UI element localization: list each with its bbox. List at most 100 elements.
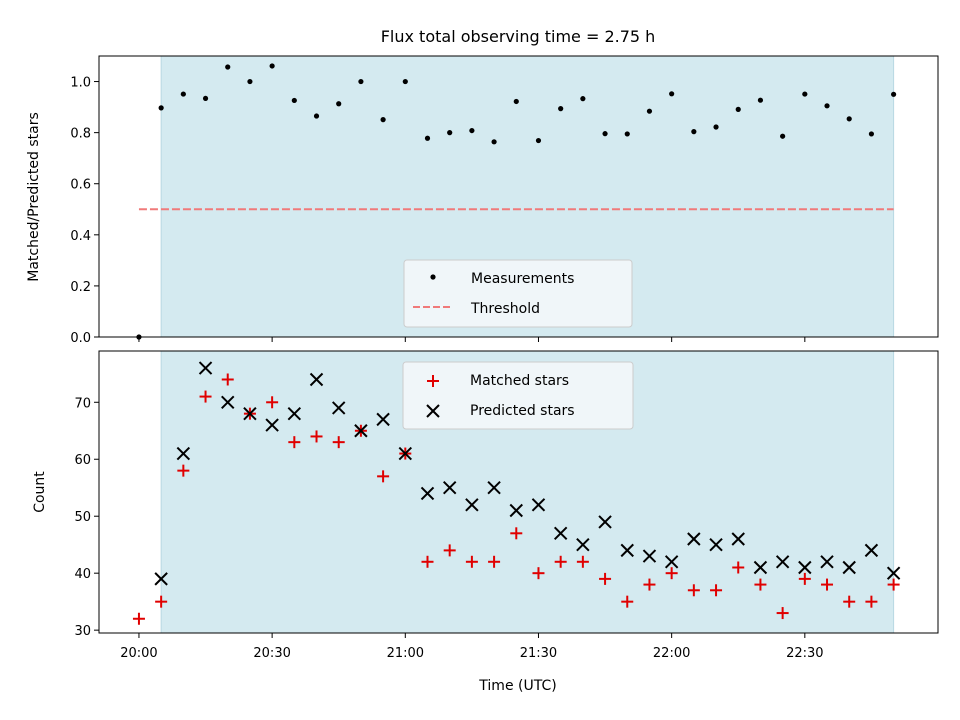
measurement-point bbox=[802, 91, 808, 97]
predicted-star-point bbox=[775, 555, 790, 569]
legend-measurements-label: Measurements bbox=[471, 271, 574, 287]
matched-stars-points bbox=[132, 373, 900, 625]
predicted-star-point bbox=[376, 412, 390, 427]
measurement-point bbox=[580, 96, 586, 102]
bottom-legend: Matched stars Predicted stars bbox=[402, 361, 634, 430]
matched-star-point bbox=[643, 578, 656, 591]
x-tick-label: 21:30 bbox=[520, 646, 557, 661]
predicted-star-point bbox=[309, 372, 324, 387]
top-x-ticks bbox=[138, 337, 806, 342]
predicted-star-point bbox=[798, 560, 812, 575]
predicted-star-point bbox=[442, 481, 457, 495]
x-tick-label: 22:00 bbox=[653, 646, 690, 661]
y-tick-label: 0.6 bbox=[70, 178, 91, 193]
matched-star-point bbox=[599, 572, 612, 585]
y-tick-label: 60 bbox=[74, 453, 91, 468]
matched-star-point bbox=[465, 555, 478, 568]
matched-star-point bbox=[332, 436, 345, 449]
matched-star-point bbox=[155, 595, 168, 608]
legend-measurements-marker bbox=[430, 274, 436, 280]
measurement-point bbox=[380, 117, 386, 123]
matched-star-point bbox=[776, 607, 789, 620]
predicted-star-point bbox=[842, 560, 856, 575]
measurement-point bbox=[469, 127, 475, 134]
predicted-star-point bbox=[332, 401, 346, 415]
predicted-star-point bbox=[398, 446, 413, 461]
matched-star-point bbox=[754, 578, 767, 591]
y-tick-label: 0.2 bbox=[70, 280, 91, 295]
matched-star-point bbox=[377, 470, 390, 483]
matched-star-point bbox=[665, 567, 678, 580]
predicted-stars-points bbox=[154, 361, 901, 586]
predicted-star-point bbox=[576, 537, 590, 552]
measurement-point bbox=[891, 91, 897, 97]
measurement-point bbox=[424, 135, 431, 141]
measurement-point bbox=[868, 131, 875, 137]
predicted-star-point bbox=[753, 560, 768, 575]
predicted-star-point bbox=[287, 406, 302, 421]
predicted-star-point bbox=[487, 481, 501, 495]
top-legend-box bbox=[403, 259, 633, 328]
measurement-point bbox=[669, 91, 675, 97]
measurement-point bbox=[691, 129, 697, 135]
measurement-point bbox=[291, 97, 297, 104]
measurement-point bbox=[624, 131, 630, 137]
measurement-point bbox=[757, 97, 764, 103]
y-tick-label: 0.0 bbox=[70, 331, 91, 346]
predicted-star-point bbox=[221, 395, 235, 409]
measurement-point bbox=[313, 113, 320, 119]
matched-star-point bbox=[554, 555, 567, 568]
top-y-axis-label: Matched/Predicted stars bbox=[26, 112, 42, 282]
predicted-star-point bbox=[820, 555, 834, 569]
matched-star-point bbox=[532, 567, 545, 580]
measurement-point bbox=[269, 63, 275, 69]
measurement-point bbox=[735, 106, 741, 112]
matched-star-point bbox=[288, 436, 301, 449]
y-tick-label: 70 bbox=[74, 396, 91, 411]
x-tick-label: 21:00 bbox=[387, 646, 424, 661]
y-tick-label: 1.0 bbox=[70, 76, 91, 91]
matched-star-point bbox=[621, 595, 634, 608]
predicted-star-point bbox=[354, 424, 368, 438]
top-y-ticks: 0.0 0.2 0.4 0.6 0.8 1.0 bbox=[70, 76, 99, 346]
matched-star-point bbox=[266, 396, 279, 409]
measurement-point bbox=[780, 133, 786, 139]
top-legend: Measurements Threshold bbox=[403, 259, 633, 328]
matched-star-point bbox=[843, 595, 856, 608]
measurement-point bbox=[824, 103, 830, 109]
bottom-x-ticks: 20:00 20:30 21:00 21:30 22:00 22:30 bbox=[120, 633, 824, 661]
predicted-star-point bbox=[553, 526, 568, 541]
predicted-star-point bbox=[598, 515, 612, 529]
predicted-star-point bbox=[176, 446, 191, 461]
matched-star-point bbox=[887, 578, 900, 591]
predicted-star-point bbox=[642, 549, 657, 563]
measurement-point bbox=[402, 78, 408, 85]
matched-star-point bbox=[865, 595, 878, 608]
predicted-star-point bbox=[265, 418, 279, 432]
measurement-point bbox=[247, 78, 253, 85]
measurement-point bbox=[225, 64, 231, 70]
predicted-star-point bbox=[886, 566, 901, 580]
x-tick-label: 20:30 bbox=[253, 646, 290, 661]
measurement-point bbox=[491, 139, 497, 145]
top-panel: 0.0 0.2 0.4 0.6 0.8 1.0 Matched/Predicted sta… bbox=[26, 55, 939, 346]
predicted-star-point bbox=[198, 361, 213, 375]
measurement-point bbox=[513, 98, 519, 105]
matched-star-point bbox=[221, 373, 234, 386]
y-tick-label: 0.4 bbox=[70, 229, 91, 244]
measurement-point bbox=[358, 78, 364, 85]
matched-star-point bbox=[576, 555, 589, 568]
predicted-star-point bbox=[864, 543, 879, 558]
measurement-point bbox=[158, 105, 164, 111]
y-tick-label: 50 bbox=[74, 510, 91, 525]
bottom-y-ticks: 30 40 50 60 70 bbox=[74, 396, 99, 639]
legend-matched-label: Matched stars bbox=[470, 373, 569, 389]
predicted-star-point bbox=[709, 537, 723, 552]
bottom-panel: 30 40 50 60 70 20:00 20:30 21:00 21:30 22:00 22:3… bbox=[32, 350, 939, 694]
matched-star-point bbox=[310, 430, 323, 443]
predicted-star-point bbox=[154, 572, 168, 586]
predicted-star-point bbox=[465, 498, 479, 512]
x-tick-label: 20:00 bbox=[120, 646, 157, 661]
measurement-point bbox=[180, 91, 186, 97]
